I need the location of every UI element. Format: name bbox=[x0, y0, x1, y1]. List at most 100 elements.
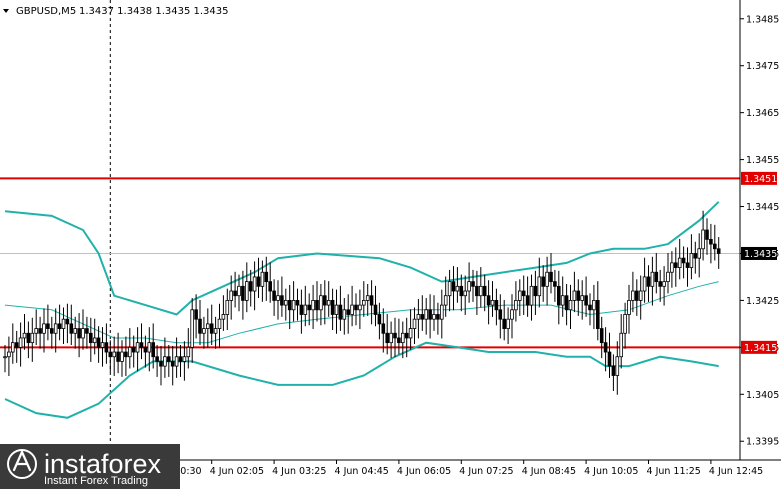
candle[interactable] bbox=[268, 262, 272, 303]
candle[interactable] bbox=[377, 302, 382, 340]
candle[interactable] bbox=[194, 294, 198, 339]
candle[interactable] bbox=[233, 271, 237, 308]
candle[interactable] bbox=[670, 251, 674, 288]
candle[interactable] bbox=[693, 241, 698, 274]
candle[interactable] bbox=[46, 304, 50, 341]
candle[interactable] bbox=[502, 299, 506, 341]
candle[interactable] bbox=[209, 304, 214, 345]
candle[interactable] bbox=[77, 313, 81, 358]
candle[interactable] bbox=[451, 266, 456, 311]
candle[interactable] bbox=[568, 284, 573, 330]
candle[interactable] bbox=[381, 308, 386, 353]
candle[interactable] bbox=[326, 281, 331, 317]
candle[interactable] bbox=[127, 328, 132, 369]
candle[interactable] bbox=[311, 284, 315, 330]
candle[interactable] bbox=[619, 314, 623, 369]
candle[interactable] bbox=[685, 247, 690, 287]
candle[interactable] bbox=[518, 279, 522, 316]
candle[interactable] bbox=[455, 267, 460, 303]
candle[interactable] bbox=[662, 266, 666, 306]
candle[interactable] bbox=[53, 308, 58, 353]
candle[interactable] bbox=[365, 283, 370, 316]
candle[interactable] bbox=[57, 304, 62, 341]
candle[interactable] bbox=[439, 289, 444, 339]
candle[interactable] bbox=[650, 256, 655, 306]
candle[interactable] bbox=[303, 285, 308, 327]
candle[interactable] bbox=[143, 335, 148, 368]
candle[interactable] bbox=[385, 314, 389, 355]
candle[interactable] bbox=[494, 288, 499, 326]
candle[interactable] bbox=[716, 237, 721, 269]
candle[interactable] bbox=[713, 224, 717, 261]
candle[interactable] bbox=[533, 270, 538, 315]
candle[interactable] bbox=[611, 354, 616, 391]
candle[interactable] bbox=[514, 281, 518, 322]
symbol-dropdown-icon[interactable] bbox=[3, 9, 9, 13]
candle[interactable] bbox=[416, 299, 421, 339]
candle[interactable] bbox=[92, 318, 97, 355]
candle[interactable] bbox=[248, 269, 253, 307]
candle[interactable] bbox=[112, 336, 117, 376]
candle[interactable] bbox=[342, 298, 347, 335]
candle[interactable] bbox=[186, 328, 191, 369]
candle[interactable] bbox=[131, 335, 136, 368]
candle[interactable] bbox=[241, 270, 245, 320]
candle[interactable] bbox=[10, 323, 15, 364]
candle[interactable] bbox=[295, 288, 300, 321]
candle[interactable] bbox=[307, 293, 311, 326]
candle[interactable] bbox=[627, 284, 631, 334]
candle[interactable] bbox=[182, 341, 187, 381]
candle[interactable] bbox=[666, 253, 670, 294]
candle[interactable] bbox=[408, 309, 413, 350]
candle[interactable] bbox=[3, 345, 7, 373]
candle[interactable] bbox=[61, 307, 66, 345]
candle[interactable] bbox=[264, 256, 269, 301]
candle[interactable] bbox=[361, 281, 366, 317]
candle[interactable] bbox=[420, 295, 425, 331]
candle[interactable] bbox=[697, 233, 701, 278]
candle[interactable] bbox=[280, 276, 284, 317]
candle[interactable] bbox=[252, 261, 257, 311]
candle[interactable] bbox=[18, 322, 23, 367]
candle[interactable] bbox=[701, 210, 705, 261]
candle[interactable] bbox=[557, 270, 561, 325]
candle[interactable] bbox=[217, 303, 222, 348]
candle[interactable] bbox=[607, 332, 612, 378]
candle[interactable] bbox=[486, 280, 491, 325]
candle[interactable] bbox=[646, 265, 651, 302]
candle[interactable] bbox=[412, 307, 417, 345]
candle[interactable] bbox=[596, 281, 600, 341]
candle[interactable] bbox=[338, 285, 343, 331]
candle[interactable] bbox=[291, 281, 296, 322]
candle[interactable] bbox=[510, 294, 514, 339]
candle[interactable] bbox=[549, 253, 553, 294]
candle[interactable] bbox=[287, 284, 292, 330]
candle[interactable] bbox=[443, 276, 448, 317]
candle[interactable] bbox=[73, 316, 78, 349]
candle[interactable] bbox=[198, 299, 202, 345]
candle[interactable] bbox=[545, 256, 549, 306]
candle[interactable] bbox=[463, 275, 467, 315]
candle[interactable] bbox=[521, 275, 526, 315]
candle[interactable] bbox=[681, 246, 686, 279]
candle[interactable] bbox=[436, 302, 440, 335]
candle[interactable] bbox=[108, 340, 113, 373]
candle[interactable] bbox=[190, 298, 195, 363]
candle[interactable] bbox=[350, 285, 354, 327]
candle[interactable] bbox=[299, 289, 304, 334]
candle[interactable] bbox=[584, 276, 588, 317]
candle[interactable] bbox=[576, 279, 581, 316]
candle[interactable] bbox=[428, 294, 432, 339]
candle[interactable] bbox=[26, 321, 31, 359]
candle[interactable] bbox=[7, 336, 11, 376]
candle[interactable] bbox=[560, 276, 565, 317]
candle[interactable] bbox=[689, 234, 694, 280]
candle[interactable] bbox=[541, 265, 545, 302]
candle[interactable] bbox=[635, 279, 639, 316]
candle[interactable] bbox=[334, 289, 339, 334]
candle[interactable] bbox=[623, 302, 627, 349]
candle[interactable] bbox=[400, 321, 405, 359]
candle[interactable] bbox=[225, 288, 230, 330]
candle[interactable] bbox=[346, 294, 350, 334]
candle[interactable] bbox=[85, 316, 89, 349]
